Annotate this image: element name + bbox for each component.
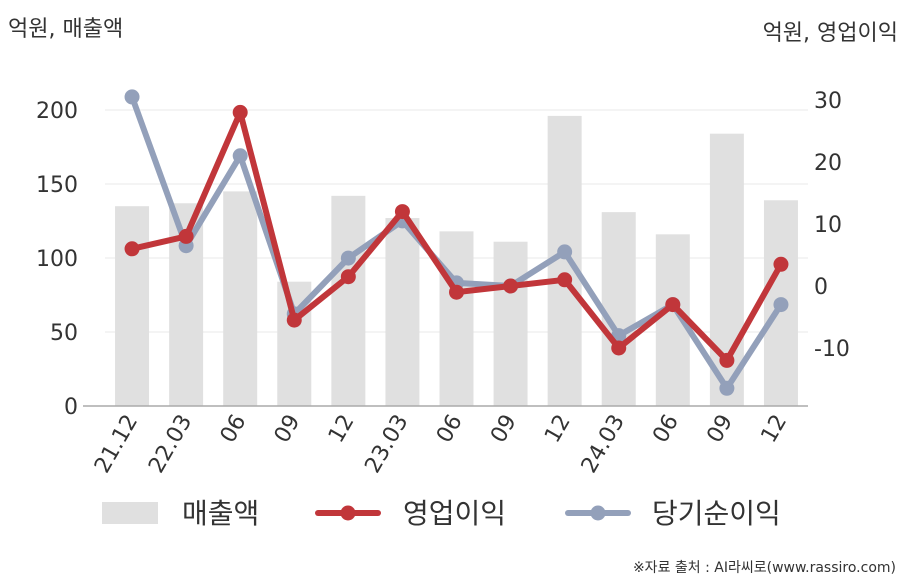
left-tick-label: 150 bbox=[36, 173, 78, 198]
right-tick-label: 10 bbox=[814, 213, 842, 238]
series-point bbox=[503, 278, 519, 294]
series-point bbox=[340, 269, 356, 285]
right-tick-label: 20 bbox=[814, 151, 842, 176]
series-point bbox=[719, 380, 735, 396]
series-point bbox=[557, 244, 573, 260]
legend-swatch-bar bbox=[102, 502, 158, 524]
line-series bbox=[124, 89, 789, 396]
x-tick-label: 09 bbox=[486, 411, 522, 448]
series-point bbox=[719, 352, 735, 368]
x-tick-label: 06 bbox=[432, 411, 468, 448]
x-tick-label: 09 bbox=[270, 411, 306, 448]
left-axis-unit: 억원, 매출액 bbox=[8, 17, 123, 42]
x-tick-label: 09 bbox=[702, 411, 738, 448]
series-point bbox=[124, 241, 140, 257]
series-point bbox=[286, 312, 302, 328]
x-tick-label: 24.03 bbox=[577, 411, 630, 478]
left-tick-label: 0 bbox=[64, 395, 78, 420]
series-point bbox=[340, 250, 356, 266]
right-axis: -10 0 10 20 30 bbox=[814, 89, 850, 362]
left-axis: 0 50 100 150 200 bbox=[36, 99, 78, 420]
series-point bbox=[124, 89, 140, 105]
bar bbox=[493, 241, 528, 406]
series-point bbox=[611, 340, 627, 356]
series-point bbox=[232, 148, 248, 164]
series-point bbox=[394, 204, 410, 220]
right-tick-label: 30 bbox=[814, 89, 842, 114]
legend-label: 당기순이익 bbox=[652, 497, 781, 530]
x-tick-label: 06 bbox=[216, 411, 252, 448]
x-tick-label: 06 bbox=[648, 411, 684, 448]
legend-swatch-marker bbox=[340, 505, 356, 521]
series-point bbox=[449, 284, 464, 300]
x-tick-label: 21.12 bbox=[90, 411, 143, 478]
x-tick-label: 12 bbox=[540, 411, 576, 448]
series-point bbox=[665, 297, 681, 313]
bar bbox=[439, 231, 474, 406]
series-point bbox=[178, 228, 194, 244]
source-note: ※자료 출처 : AI라씨로(www.rassiro.com) bbox=[633, 560, 896, 576]
left-tick-label: 100 bbox=[36, 247, 78, 272]
left-tick-label: 200 bbox=[36, 99, 78, 124]
legend: 매출액 영업이익 당기순이익 bbox=[102, 497, 781, 530]
x-axis: 21.12 22.03 06 09 12 23.03 06 09 12 24.03 06 09 12 bbox=[90, 411, 792, 478]
bar bbox=[385, 218, 420, 406]
series-point bbox=[773, 256, 789, 272]
right-axis-unit: 억원, 영업이익 bbox=[763, 21, 898, 46]
x-tick-label: 12 bbox=[324, 411, 360, 448]
x-tick-label: 23.03 bbox=[360, 411, 413, 478]
right-tick-label: 0 bbox=[814, 275, 828, 300]
bar bbox=[115, 206, 150, 406]
x-tick-label: 22.03 bbox=[144, 411, 197, 478]
bar bbox=[601, 212, 636, 406]
legend-swatch-marker bbox=[590, 505, 606, 521]
series-point bbox=[773, 297, 789, 313]
bar bbox=[331, 195, 366, 406]
series-point bbox=[557, 272, 573, 288]
bar bbox=[223, 191, 258, 406]
series-point bbox=[232, 104, 248, 120]
legend-label: 영업이익 bbox=[403, 497, 506, 530]
x-tick-label: 12 bbox=[757, 411, 793, 448]
right-tick-label: -10 bbox=[814, 337, 850, 362]
legend-label: 매출액 bbox=[182, 497, 259, 530]
series-영업이익 bbox=[124, 104, 789, 368]
left-tick-label: 50 bbox=[50, 321, 78, 346]
